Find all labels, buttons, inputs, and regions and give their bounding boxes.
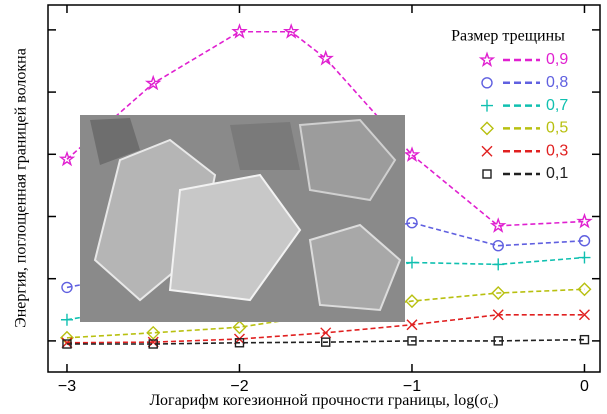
marker	[578, 215, 590, 227]
legend-label: 0,3	[546, 142, 568, 159]
legend-label: 0,8	[546, 74, 568, 91]
chart: Размер трещины 0,9 0,8 0,7 0,5 0,3 0,1 Энергия…	[0, 0, 607, 414]
x-tick-label: −2	[230, 378, 248, 395]
x-tick-label: 0	[580, 378, 589, 395]
x-label-main: Логарифм когезионной прочности границы, …	[150, 392, 489, 409]
marker	[482, 146, 492, 156]
inset-photo	[80, 115, 405, 322]
marker	[492, 219, 504, 231]
marker	[481, 54, 493, 66]
legend-label: 0,9	[546, 51, 568, 68]
y-axis-label: Энергия, поглощенная границей волокна	[13, 48, 30, 328]
legend-label: 0,1	[546, 165, 568, 182]
marker	[492, 258, 504, 270]
legend-title: Размер трещины	[451, 28, 565, 45]
marker	[61, 314, 73, 326]
marker	[321, 328, 331, 338]
x-tick-label: −1	[403, 378, 421, 395]
marker	[481, 100, 493, 112]
marker	[578, 252, 590, 264]
x-axis-label: Логарифм когезионной прочности границы, …	[150, 392, 499, 411]
marker	[483, 170, 491, 178]
marker	[320, 52, 332, 64]
series-line	[67, 340, 585, 344]
legend-label: 0,5	[546, 120, 568, 137]
marker	[407, 320, 417, 330]
marker	[481, 122, 493, 134]
marker	[482, 78, 492, 88]
marker	[406, 257, 418, 269]
legend: Размер трещины 0,9 0,8 0,7 0,5 0,3 0,1	[451, 28, 568, 183]
x-label-end: )	[493, 392, 498, 409]
x-tick-label: −3	[58, 378, 76, 395]
legend-label: 0,7	[546, 97, 568, 114]
